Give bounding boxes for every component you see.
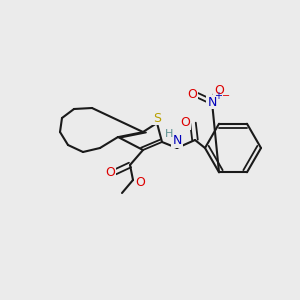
Text: H: H bbox=[165, 129, 173, 139]
Text: O: O bbox=[187, 88, 197, 101]
Text: +: + bbox=[214, 91, 222, 101]
Text: N: N bbox=[207, 95, 217, 109]
Text: O: O bbox=[105, 166, 115, 178]
Text: O: O bbox=[135, 176, 145, 188]
Text: O: O bbox=[214, 83, 224, 97]
Text: N: N bbox=[172, 134, 182, 148]
Text: O: O bbox=[180, 116, 190, 130]
Text: S: S bbox=[153, 112, 161, 124]
Text: −: − bbox=[222, 91, 230, 101]
